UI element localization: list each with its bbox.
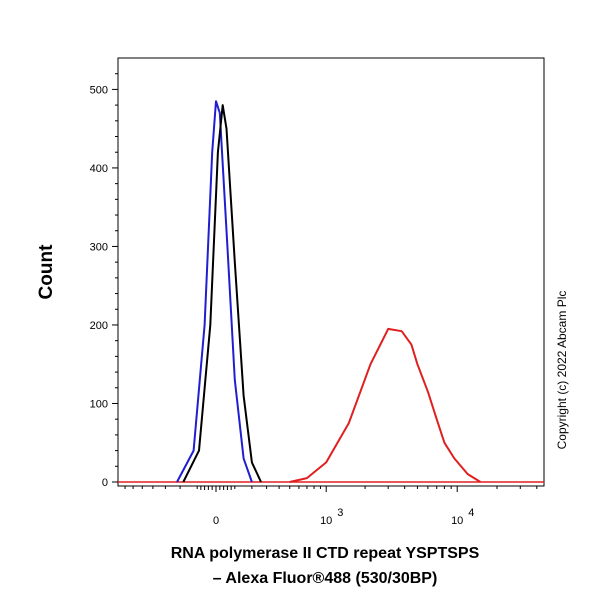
y-tick-label: 400 — [90, 163, 108, 175]
series-line-1 — [176, 100, 253, 483]
copyright-text: Copyright (c) 2022 Abcam Plc — [555, 291, 569, 450]
x-axis-title-line1: RNA polymerase II CTD repeat YSPTSPS — [171, 545, 480, 562]
y-tick-label: 100 — [90, 398, 108, 410]
series-line-2 — [182, 104, 262, 483]
x-tick-label: 10 — [320, 515, 332, 527]
series-layer — [118, 100, 544, 483]
x-tick-exponent: 3 — [337, 507, 343, 519]
y-tick-label: 300 — [90, 241, 108, 253]
x-axis-title-line2: – Alexa Fluor®488 (530/30BP) — [213, 570, 438, 587]
y-axis-title: Count — [36, 244, 57, 300]
x-tick-exponent: 4 — [468, 507, 474, 519]
series-line-3 — [289, 327, 482, 483]
y-axis: 0 100 200 300 400 500 — [90, 73, 118, 489]
x-axis: 0 10 3 10 4 — [124, 486, 538, 527]
plot-area — [117, 57, 545, 487]
x-tick-label: 10 — [451, 515, 463, 527]
y-tick-label: 200 — [90, 320, 108, 332]
x-tick-label: 0 — [213, 515, 219, 527]
y-tick-label: 500 — [90, 84, 108, 96]
y-tick-label: 0 — [102, 477, 108, 489]
